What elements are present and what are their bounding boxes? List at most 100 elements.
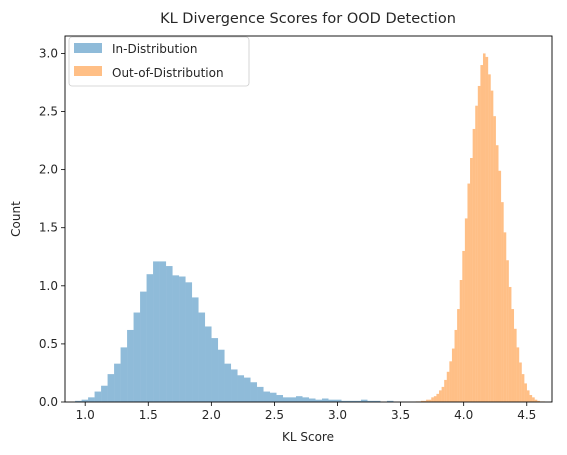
ood-bar (420, 400, 424, 402)
ood-bar (488, 74, 491, 402)
in-distribution-bar (218, 349, 225, 402)
ood-bar (431, 397, 434, 402)
in-distribution-bar (296, 396, 303, 402)
in-distribution-bar (133, 312, 141, 402)
in-distribution-bar (321, 398, 329, 402)
plot-frame (64, 35, 553, 403)
ood-bar (446, 371, 450, 402)
in-distribution-bar (153, 261, 160, 402)
y-tick-label: 2.5 (39, 105, 58, 119)
ood-bar (441, 386, 445, 402)
legend-label-out-of-distribution: Out-of-Distribution (112, 66, 224, 80)
in-distribution-bar (237, 375, 245, 402)
in-distribution-bar (244, 377, 251, 402)
ood-bar (503, 232, 507, 402)
in-distribution-bar (334, 399, 342, 402)
in-distribution-bar (185, 282, 193, 402)
ood-bar (537, 400, 540, 402)
ood-bar (451, 348, 455, 402)
ood-bar (457, 309, 460, 402)
ood-bar (490, 90, 494, 402)
ood-bar (475, 105, 478, 402)
in-distribution-bar (289, 397, 297, 402)
ood-bar (485, 56, 489, 403)
in-distribution-bar (386, 400, 394, 402)
legend: In-Distribution Out-of-Distribution (68, 36, 250, 87)
in-distribution-bar (81, 399, 89, 402)
x-tick-label: 2.5 (265, 408, 284, 422)
y-axis-ticks: 0.0 0.5 1.0 1.5 2.0 2.5 3.0 (39, 46, 65, 409)
in-distribution-bar (166, 266, 173, 402)
x-axis-ticks: 1.0 1.5 2.0 2.5 3.0 3.5 4.0 4.5 (76, 402, 536, 422)
ood-bar (449, 361, 452, 402)
y-tick-label: 1.5 (39, 221, 58, 235)
ood-bar (454, 329, 458, 402)
x-tick-label: 1.0 (76, 408, 95, 422)
x-tick-label: 4.5 (517, 408, 536, 422)
in-distribution-bar (341, 400, 348, 402)
ood-bar (470, 158, 473, 402)
x-tick-label: 3.0 (328, 408, 347, 422)
ood-bar (480, 65, 483, 403)
y-tick-label: 0.5 (39, 337, 58, 351)
in-distribution-bar (140, 291, 147, 402)
ood-bar (498, 170, 502, 402)
ood-bar (433, 396, 437, 402)
ood-bar (508, 286, 512, 402)
in-distribution-bar (127, 329, 134, 402)
in-distribution-bar (347, 400, 355, 402)
ood-bar (534, 399, 538, 402)
in-distribution-bar (263, 391, 271, 402)
in-distribution-bar (270, 392, 277, 402)
ood-bar (514, 328, 517, 402)
in-distribution-bar (146, 274, 154, 402)
in-distribution-bar (94, 391, 102, 402)
ood-bars (415, 53, 546, 403)
ood-bar (526, 390, 530, 402)
legend-label-in-distribution: In-Distribution (112, 42, 197, 56)
ood-bar (506, 260, 509, 402)
in-distribution-bar (114, 363, 121, 402)
in-distribution-bar (179, 276, 186, 402)
ood-bar (423, 400, 427, 402)
in-distribution-bar (250, 382, 258, 402)
in-distribution-bar (367, 400, 374, 402)
in-distribution-bar (373, 400, 381, 402)
ood-bar (477, 85, 481, 402)
ood-bar (493, 116, 496, 403)
in-distribution-bar (192, 297, 199, 402)
ood-bar (516, 347, 520, 402)
x-axis-label: KL Score (282, 430, 334, 444)
ood-bar (529, 395, 533, 402)
ood-bar (495, 145, 499, 402)
in-distribution-bar (205, 326, 212, 402)
y-tick-label: 2.0 (39, 163, 58, 177)
ood-bar (467, 183, 471, 402)
in-distribution-bar (315, 399, 322, 402)
ood-bar (428, 399, 432, 402)
ood-bar (436, 393, 440, 402)
in-distribution-bar (257, 386, 264, 402)
legend-swatch-in-distribution (74, 43, 102, 53)
ood-bar (532, 397, 535, 402)
ood-bar (521, 374, 525, 402)
in-distribution-bar (224, 363, 232, 402)
in-distribution-bar (328, 399, 335, 402)
in-distribution-bar (302, 397, 310, 402)
in-distribution-bar (198, 312, 206, 402)
y-tick-label: 3.0 (39, 46, 58, 60)
ood-bar (482, 53, 486, 403)
in-distribution-bar (107, 374, 115, 402)
ood-bar (459, 280, 463, 402)
in-distribution-bar (360, 399, 368, 402)
ood-bar (472, 128, 476, 402)
chart-title: KL Divergence Scores for OOD Detection (160, 11, 456, 27)
in-distribution-bars (75, 261, 394, 402)
ood-bar (501, 202, 504, 402)
x-tick-label: 1.5 (139, 408, 158, 422)
in-distribution-bar (276, 395, 284, 402)
in-distribution-bar (120, 347, 128, 402)
ood-bar (439, 390, 442, 402)
ood-bar (511, 309, 515, 402)
